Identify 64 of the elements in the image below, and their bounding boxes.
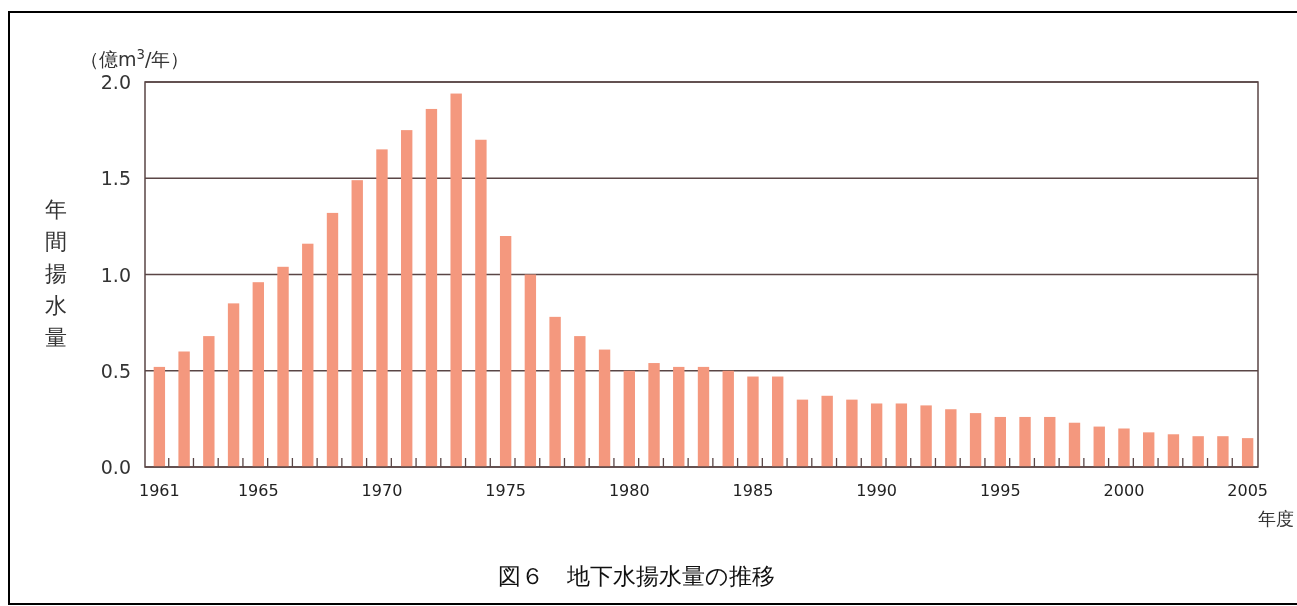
x-tick-label: 1985 [732,481,774,500]
bar [870,403,883,467]
bar [1068,422,1081,467]
bar [450,93,462,467]
bar [772,376,784,467]
x-tick-label: 1970 [361,481,403,500]
text: 図６ 地下水揚水量の推移 [497,563,775,589]
bar [598,349,611,467]
bar [697,366,710,467]
y-tick-label: 1.0 [100,263,131,286]
bar [178,351,190,467]
bar [401,130,413,467]
bar [895,403,908,467]
y-tick-label: 0.5 [100,359,131,382]
x-tick-label: 1961 [139,481,180,500]
x-tick-label: 1980 [608,481,650,500]
bar [227,303,240,467]
bar [722,370,734,467]
bar [425,108,438,467]
bar [326,212,339,467]
bar [846,399,858,467]
bar [277,266,289,467]
bar [475,139,487,467]
bar [499,236,512,467]
text: （億m$^{3}$/年） [80,46,190,70]
bar [1167,434,1180,467]
x-axis-title: 年度 [1258,508,1294,529]
bar [376,149,388,467]
bar [673,366,685,467]
bar [945,409,957,467]
bar [153,366,166,467]
x-tick-label: 1990 [856,481,897,500]
bar [252,282,264,467]
x-tick-label: 2005 [1227,481,1268,500]
bar [1044,416,1056,467]
bar [1093,426,1105,467]
bar [821,395,833,467]
bar [1217,436,1229,467]
bar [747,376,759,467]
bar [648,363,660,467]
y-tick-label: 0.0 [100,456,131,478]
x-tick-label: 2000 [1103,481,1145,500]
bar [920,405,932,467]
x-tick-label: 1965 [237,481,279,500]
bar [1192,436,1204,467]
bar [623,370,635,467]
y-axis-title: 年間揚水量 [45,197,67,350]
bar [1019,416,1031,467]
bar [302,243,314,467]
bar [574,336,586,467]
bar [969,413,982,467]
y-tick-label: 2.0 [100,71,131,93]
bar [351,180,363,467]
bar [994,416,1006,467]
bar [549,316,561,467]
x-tick-label: 1995 [979,481,1021,500]
bar [796,399,809,467]
bar [524,274,537,467]
bar [1241,438,1254,467]
bar [203,336,215,467]
x-tick-label: 1975 [485,481,526,500]
bar [1143,432,1155,467]
bar [1118,428,1130,467]
y-tick-label: 1.5 [100,167,131,190]
